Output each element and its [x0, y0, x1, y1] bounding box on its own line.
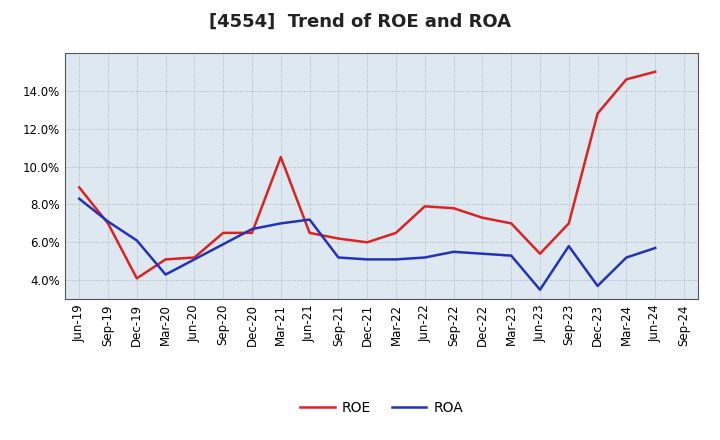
- ROE: [392, 230, 400, 235]
- ROA: [75, 196, 84, 202]
- ROE: [363, 240, 372, 245]
- Legend: ROE, ROA: ROE, ROA: [294, 395, 469, 420]
- Line: ROA: ROA: [79, 199, 655, 290]
- ROA: [392, 257, 400, 262]
- ROE: [132, 276, 141, 281]
- ROE: [104, 221, 112, 226]
- ROE: [305, 230, 314, 235]
- ROA: [651, 246, 660, 251]
- ROA: [161, 272, 170, 277]
- ROA: [564, 243, 573, 249]
- ROA: [132, 238, 141, 243]
- ROE: [622, 77, 631, 82]
- ROE: [478, 215, 487, 220]
- ROE: [536, 251, 544, 257]
- ROE: [651, 69, 660, 74]
- ROE: [593, 111, 602, 116]
- ROA: [420, 255, 429, 260]
- ROE: [161, 257, 170, 262]
- Line: ROE: ROE: [79, 72, 655, 279]
- ROE: [334, 236, 343, 241]
- ROA: [449, 249, 458, 254]
- ROA: [190, 257, 199, 262]
- ROA: [622, 255, 631, 260]
- ROA: [248, 227, 256, 232]
- ROE: [449, 205, 458, 211]
- ROA: [593, 283, 602, 289]
- ROA: [219, 242, 228, 247]
- ROE: [564, 221, 573, 226]
- ROA: [334, 255, 343, 260]
- ROA: [536, 287, 544, 292]
- ROE: [190, 255, 199, 260]
- Text: [4554]  Trend of ROE and ROA: [4554] Trend of ROE and ROA: [209, 13, 511, 31]
- ROE: [420, 204, 429, 209]
- ROE: [248, 230, 256, 235]
- ROA: [363, 257, 372, 262]
- ROA: [104, 219, 112, 224]
- ROE: [75, 185, 84, 190]
- ROE: [507, 221, 516, 226]
- ROE: [276, 154, 285, 160]
- ROA: [478, 251, 487, 257]
- ROE: [219, 230, 228, 235]
- ROA: [276, 221, 285, 226]
- ROA: [507, 253, 516, 258]
- ROA: [305, 217, 314, 222]
